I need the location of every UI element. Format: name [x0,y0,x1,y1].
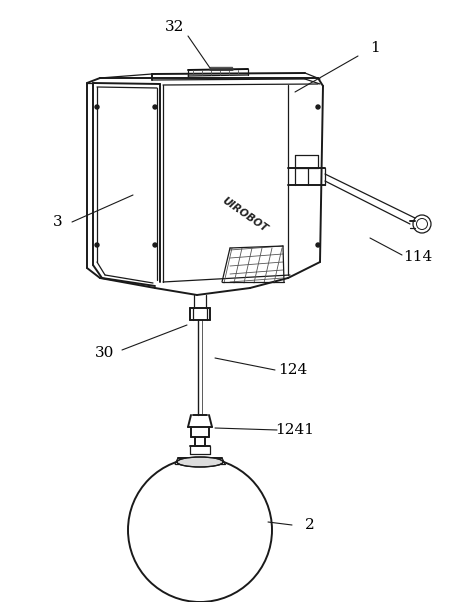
Circle shape [153,105,157,109]
Circle shape [316,243,320,247]
Text: 1241: 1241 [275,423,314,437]
Circle shape [316,105,320,109]
Text: 2: 2 [305,518,315,532]
Circle shape [95,243,99,247]
Text: 1: 1 [370,41,380,55]
Text: 3: 3 [53,215,63,229]
Text: 114: 114 [403,250,432,264]
Circle shape [95,105,99,109]
Text: 124: 124 [278,363,308,377]
Text: UIROBOT: UIROBOT [220,196,270,234]
Text: 30: 30 [95,346,115,360]
Circle shape [153,243,157,247]
Text: 32: 32 [165,20,185,34]
Ellipse shape [177,457,223,467]
